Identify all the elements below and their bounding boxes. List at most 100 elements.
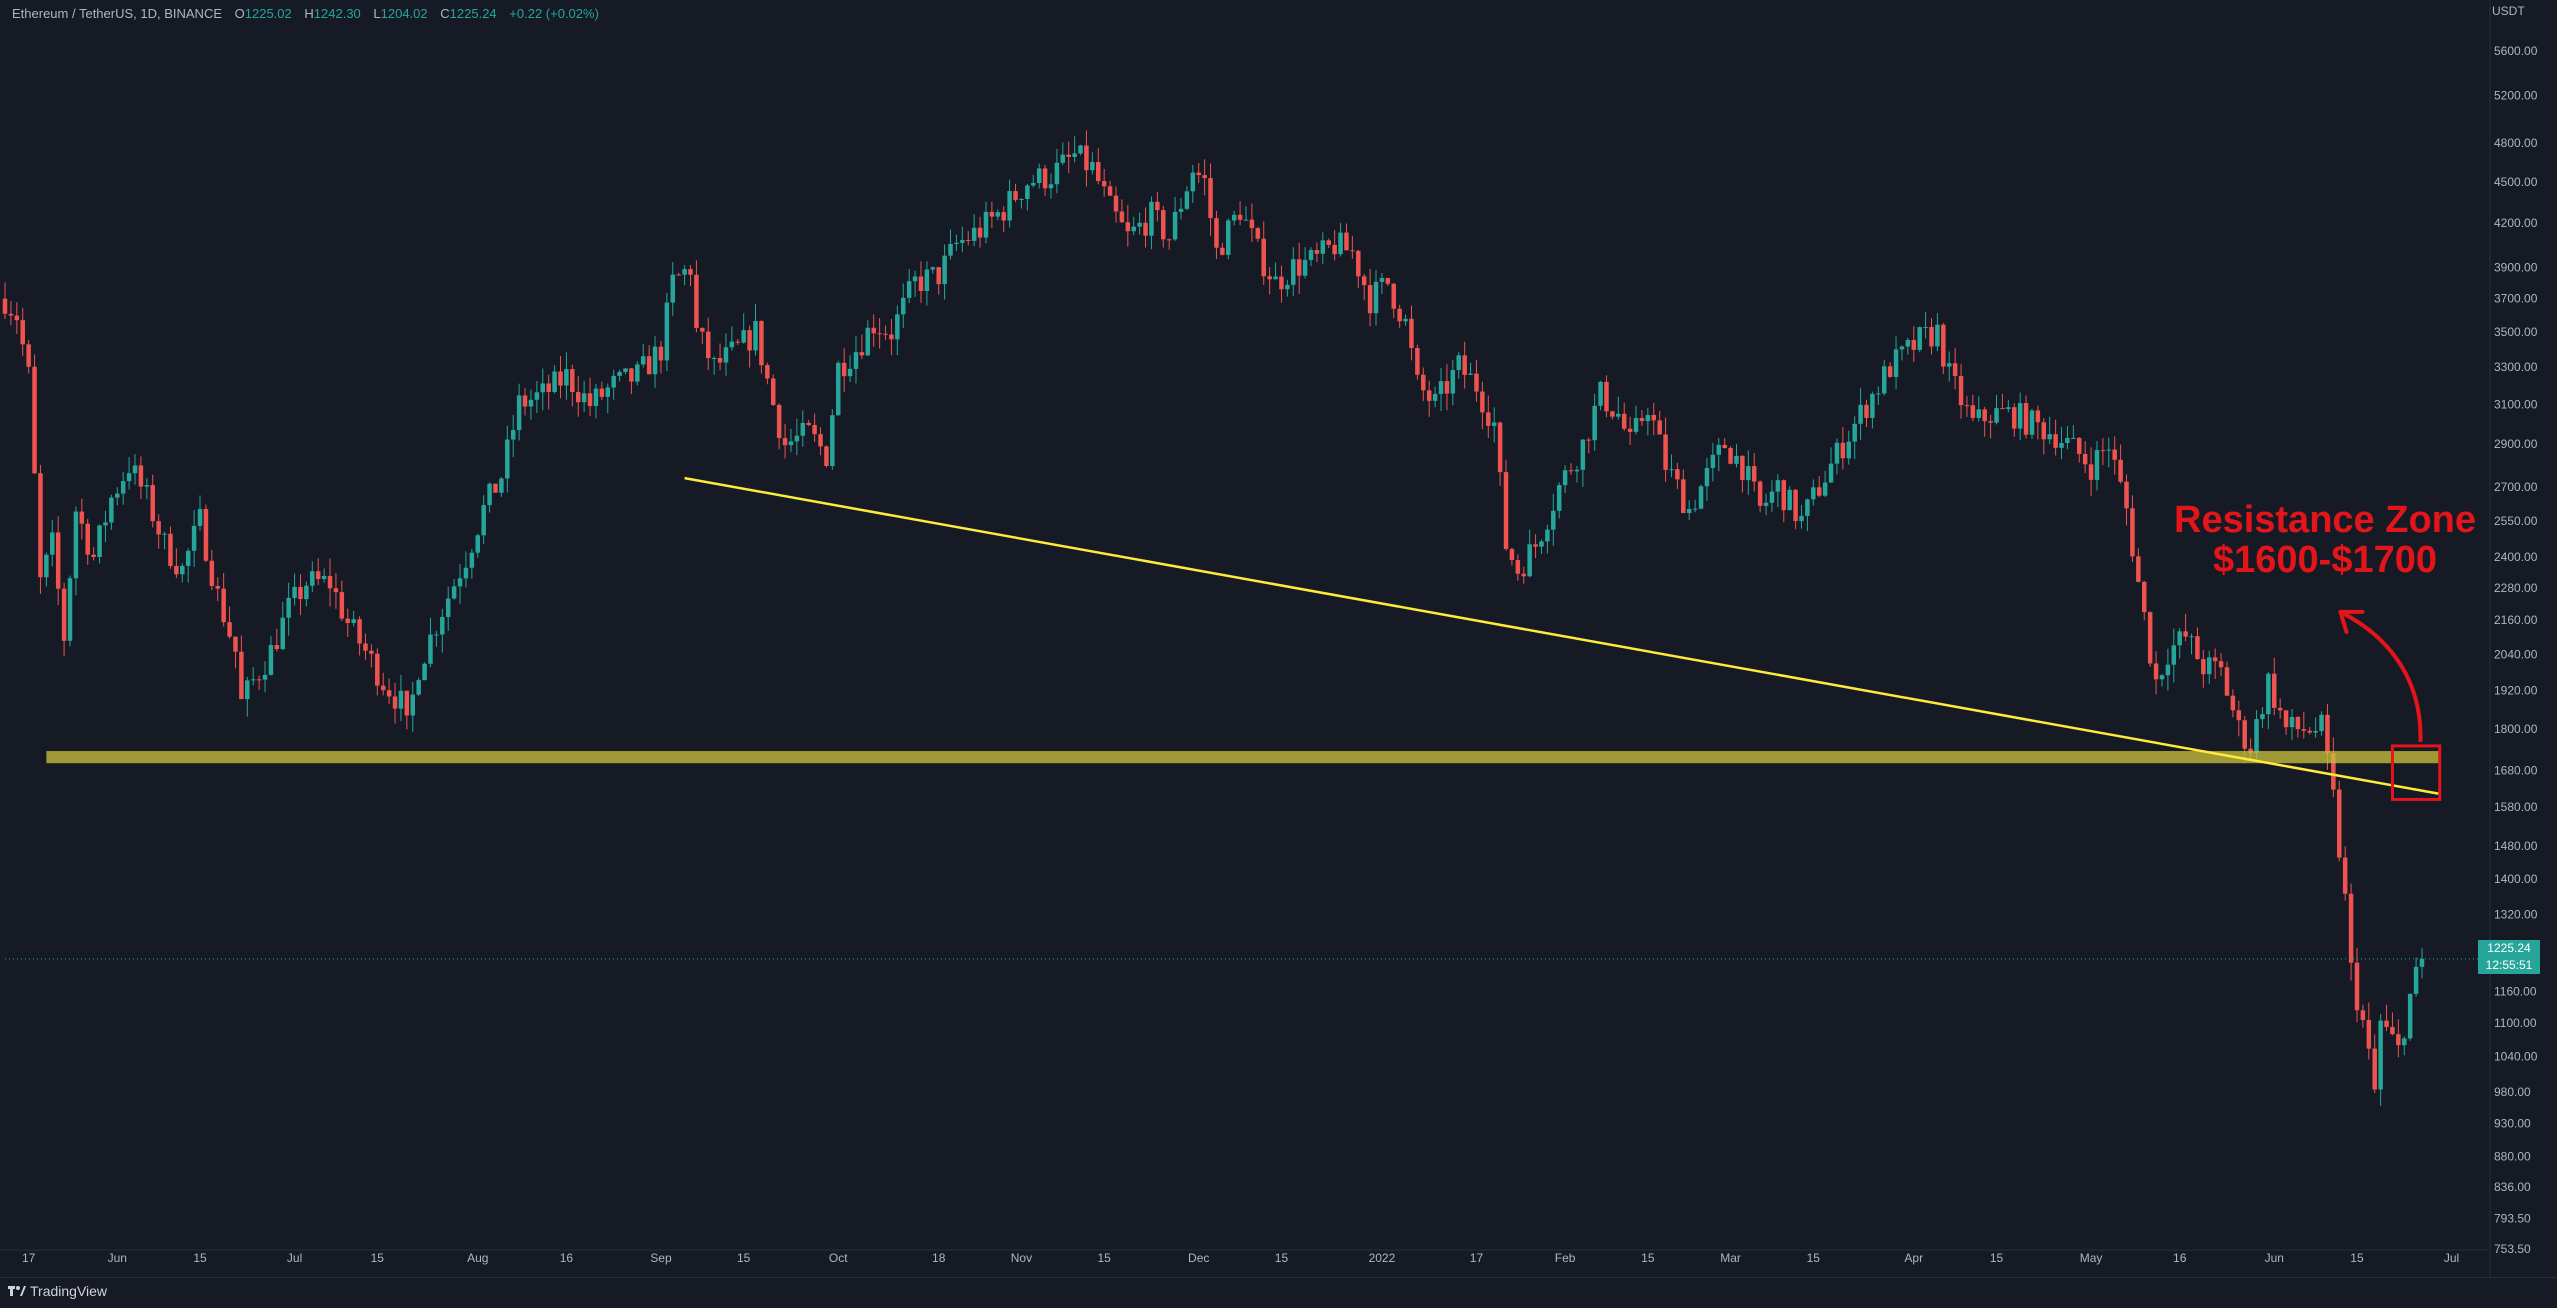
candle-body: [1302, 259, 1308, 276]
candle-body: [1013, 191, 1018, 200]
candle-body: [1373, 281, 1379, 314]
candle-body: [2153, 663, 2159, 680]
candle-body: [1604, 381, 1609, 412]
candle-body: [1137, 222, 1142, 227]
candle-body: [1580, 439, 1586, 470]
y-tick-label: 1160.00: [2494, 985, 2537, 999]
candle-body: [818, 434, 823, 447]
candle-body: [570, 369, 575, 393]
candle-body: [812, 425, 817, 435]
candle-body: [912, 276, 918, 282]
candles-group: [2, 130, 2425, 1106]
candle-body: [847, 368, 853, 377]
candle-body: [2011, 407, 2017, 429]
candle-body: [1740, 455, 1745, 481]
candle-body: [1556, 485, 1562, 511]
candle-body: [1320, 240, 1326, 254]
candle-body: [705, 331, 711, 359]
candle-body: [1025, 185, 1030, 199]
candle-body: [1568, 470, 1574, 472]
candle-body: [505, 439, 510, 479]
x-tick-label: 2022: [1369, 1251, 1396, 1265]
candle-body: [310, 571, 315, 586]
candle-body: [1403, 318, 1408, 322]
candle-body: [2071, 437, 2076, 439]
candle-body: [469, 552, 475, 568]
candle-body: [410, 694, 416, 716]
tradingview-logo[interactable]: TradingView: [8, 1283, 107, 1299]
candle-body: [132, 465, 138, 474]
candle-body: [1149, 201, 1154, 236]
candle-body: [1084, 145, 1089, 171]
y-tick-label: 3700.00: [2494, 292, 2538, 306]
candle-body: [1935, 324, 1940, 347]
candle-body: [2159, 675, 2165, 680]
x-tick-label: 15: [371, 1251, 385, 1265]
candle-body: [824, 446, 829, 467]
candle-body: [859, 352, 865, 356]
candle-body: [2147, 612, 2153, 664]
y-tick-label: 1040.00: [2494, 1050, 2538, 1064]
candle-body: [239, 651, 244, 700]
candle-body: [1184, 191, 1190, 209]
candle-body: [2407, 993, 2413, 1039]
y-tick-label: 1580.00: [2494, 800, 2538, 814]
candle-body: [676, 274, 681, 276]
candle-body: [274, 645, 280, 650]
candle-body: [126, 473, 132, 482]
candle-body: [1090, 162, 1095, 171]
candle-body: [227, 622, 232, 637]
candle-body: [1220, 247, 1225, 255]
candle-body: [38, 473, 43, 578]
candle-body: [930, 267, 936, 270]
candle-body: [670, 274, 676, 303]
candle-body: [1379, 277, 1385, 282]
tradingview-logo-icon: [8, 1286, 26, 1296]
x-tick-label: 17: [1470, 1251, 1484, 1265]
candle-body: [487, 483, 492, 506]
candle-body: [1763, 502, 1769, 506]
x-tick-label: 18: [932, 1251, 946, 1265]
candle-body: [1172, 211, 1178, 240]
candle-body: [286, 597, 291, 618]
annotation-line2: $1600-$1700: [2213, 539, 2437, 581]
candle-body: [428, 634, 433, 664]
candle-body: [2230, 695, 2236, 711]
candle-body: [1728, 447, 1733, 464]
candle-body: [1941, 324, 1946, 367]
candle-body: [2283, 710, 2289, 728]
y-tick-label: 3900.00: [2494, 260, 2538, 274]
candle-body: [1166, 239, 1172, 241]
candle-body: [1621, 413, 1627, 429]
candle-body: [2029, 410, 2035, 435]
candle-body: [1899, 346, 1905, 350]
candle-body: [2088, 464, 2094, 480]
candle-body: [321, 575, 327, 580]
x-tick-label: Jul: [2444, 1251, 2459, 1265]
candle-body: [1409, 318, 1414, 349]
descending-trendline: [684, 476, 2440, 796]
candle-body: [327, 575, 333, 589]
candle-body: [1982, 409, 1987, 422]
candle-body: [1178, 208, 1184, 212]
candle-body: [1669, 469, 1674, 471]
candle-body: [1332, 244, 1337, 255]
candle-body: [1864, 404, 1869, 418]
candle-body: [386, 690, 392, 697]
candle-body: [1421, 374, 1426, 391]
candle-body: [1491, 422, 1497, 426]
candle-body: [841, 362, 847, 377]
candle-body: [1686, 509, 1692, 514]
resistance-annotation: Resistance Zone $1600-$1700: [2160, 500, 2490, 580]
y-tick-label: 2550.00: [2494, 514, 2538, 528]
candle-body: [770, 378, 776, 405]
candle-body: [250, 679, 256, 681]
candle-body: [2183, 631, 2188, 637]
candle-body: [115, 493, 120, 498]
candle-body: [2218, 661, 2224, 668]
candle-body: [2277, 707, 2283, 711]
candle-body: [97, 525, 102, 557]
y-tick-label: 2280.00: [2494, 581, 2538, 595]
x-tick-label: 16: [560, 1251, 574, 1265]
